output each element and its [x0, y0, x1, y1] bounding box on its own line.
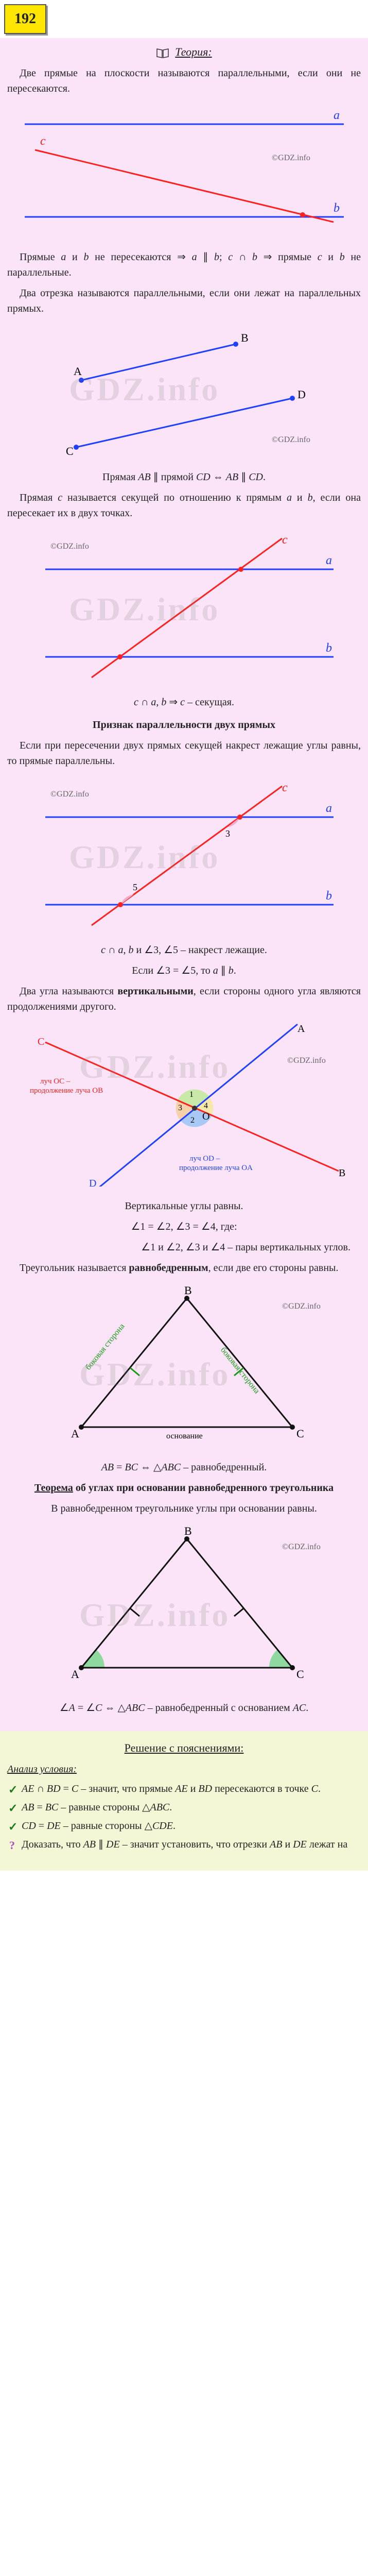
figure-isosceles-angles: A B C ©GDZ.info GDZ.info: [7, 1523, 361, 1693]
pt-D: D: [297, 388, 306, 401]
svg-text:3: 3: [178, 1104, 182, 1112]
theory-p17: ∠A = ∠C ⇔ △ABC – равнобедренный с основа…: [7, 1700, 361, 1716]
svg-text:c: c: [282, 781, 288, 794]
svg-text:O: O: [202, 1111, 209, 1122]
svg-text:5: 5: [133, 882, 137, 892]
svg-text:C: C: [38, 1036, 44, 1047]
chk-item-3: CD = DE – равные стороны △CDE.: [7, 1818, 361, 1834]
theory-p8: c ∩ a, b и ∠3, ∠5 – накрест лежащие.: [7, 942, 361, 958]
svg-text:боковая сторона: боковая сторона: [83, 1322, 126, 1372]
svg-text:продолжение луча OB: продолжение луча OB: [30, 1087, 103, 1095]
theory-p9: Если ∠3 = ∠5, то a ∥ b.: [7, 963, 361, 978]
theory-p3: Два отрезка называются параллельными, ес…: [7, 285, 361, 316]
svg-text:©GDZ.info: ©GDZ.info: [50, 790, 89, 799]
theory-p5: Прямая c называется секущей по отношению…: [7, 490, 361, 521]
label-b: b: [334, 201, 340, 215]
svg-text:B: B: [184, 1284, 192, 1297]
theory-section: Теория: Две прямые на плоскости называют…: [0, 38, 368, 1731]
figure-parallel-lines: a b c ©GDZ.info: [7, 104, 361, 242]
theory-p7: Если при пересечении двух прямых секущей…: [7, 738, 361, 769]
svg-text:A: A: [71, 1427, 79, 1440]
theory-p4: Прямая AB ∥ прямой CD ⇔ AB ∥ CD.: [7, 469, 361, 485]
label-a: a: [334, 109, 340, 122]
question-list: Доказать, что AB ∥ DE – значит установит…: [7, 1837, 361, 1852]
svg-text:a: a: [326, 802, 332, 815]
pt-B: B: [241, 331, 249, 344]
chk-item-2: AB = BC – равные стороны △ABC.: [7, 1800, 361, 1815]
figure-isosceles-labeled: A B C боковая сторона боковая сторона ос…: [7, 1283, 361, 1452]
svg-text:луч OD –: луч OD –: [189, 1155, 220, 1163]
checklist: AE ∩ BD = C – значит, что прямые AE и BD…: [7, 1781, 361, 1834]
svg-text:C: C: [296, 1668, 304, 1681]
svg-text:B: B: [184, 1524, 192, 1537]
q-item-1: Доказать, что AB ∥ DE – значит установит…: [7, 1837, 361, 1852]
theory-p2: Прямые a и b не пересекаются ⇒ a ∥ b; c …: [7, 249, 361, 280]
svg-text:продолжение луча OA: продолжение луча OA: [179, 1164, 253, 1172]
svg-text:b: b: [326, 641, 332, 655]
theory-p6: c ∩ a, b ⇒ c – секущая.: [7, 694, 361, 710]
analysis-title: Анализ условия:: [7, 1761, 361, 1777]
theory-p16: В равнобедренном треугольнике углы при о…: [7, 1501, 361, 1516]
theory-p14: Треугольник называется равнобедренным, е…: [7, 1260, 361, 1276]
svg-text:A: A: [297, 1023, 305, 1035]
svg-text:©GDZ.info: ©GDZ.info: [287, 1056, 326, 1065]
svg-text:©GDZ.info: ©GDZ.info: [272, 435, 310, 444]
theory-p15: AB = BC ⇔ △ABC – равнобедренный.: [7, 1460, 361, 1475]
theory-p11: Вертикальные углы равны.: [7, 1198, 361, 1214]
svg-text:1: 1: [189, 1090, 194, 1099]
svg-text:B: B: [339, 1167, 345, 1179]
svg-text:3: 3: [225, 828, 230, 839]
svg-text:луч OC –: луч OC –: [40, 1077, 71, 1086]
svg-text:c: c: [282, 533, 288, 547]
fig-copyright: ©GDZ.info: [272, 154, 310, 162]
svg-text:C: C: [296, 1427, 304, 1440]
figure-secant: a b c ©GDZ.info GDZ.info: [7, 528, 361, 687]
svg-text:b: b: [326, 889, 332, 903]
theory-p1: Две прямые на плоскости называются парал…: [7, 65, 361, 96]
theory-title: Теория:: [175, 45, 212, 58]
subheading-parallel-criterion: Признак параллельности двух прямых: [7, 717, 361, 733]
svg-text:2: 2: [190, 1116, 195, 1125]
svg-text:основание: основание: [166, 1432, 203, 1440]
solution-section: Решение с пояснениями: Анализ условия: A…: [0, 1731, 368, 1871]
svg-text:4: 4: [204, 1101, 208, 1110]
svg-text:a: a: [326, 554, 332, 567]
svg-text:©GDZ.info: ©GDZ.info: [50, 542, 89, 551]
label-c: c: [40, 134, 46, 148]
figure-segments: A B C D ©GDZ.info GDZ.info: [7, 324, 361, 462]
chk-item-1: AE ∩ BD = C – значит, что прямые AE и BD…: [7, 1781, 361, 1797]
figure-transversal-angles: a b 3 5 c ©GDZ.info GDZ.info: [7, 776, 361, 935]
svg-text:©GDZ.info: ©GDZ.info: [282, 1302, 321, 1311]
svg-text:D: D: [89, 1178, 96, 1187]
svg-text:боковая сторона: боковая сторона: [218, 1346, 261, 1396]
theory-header: Теория:: [7, 43, 361, 60]
subheading-theorem: Теорема об углах при основании равнобедр…: [7, 1480, 361, 1496]
figure-vertical-angles: O A B C D 1 4 2 3 луч OC – продолжение л…: [7, 1022, 361, 1191]
page-number-badge: 192: [4, 4, 46, 34]
theory-p12: ∠1 = ∠2, ∠3 = ∠4, где:: [7, 1219, 361, 1234]
theory-p13: ∠1 и ∠2, ∠3 и ∠4 – пары вертикальных угл…: [7, 1240, 361, 1255]
svg-text:©GDZ.info: ©GDZ.info: [282, 1543, 321, 1551]
solution-header: Решение с пояснениями:: [7, 1739, 361, 1756]
pt-C: C: [66, 445, 74, 457]
svg-text:A: A: [71, 1668, 79, 1681]
theory-p10: Два угла называются вертикальными, если …: [7, 984, 361, 1014]
book-icon: [156, 47, 169, 59]
pt-A: A: [74, 365, 82, 378]
